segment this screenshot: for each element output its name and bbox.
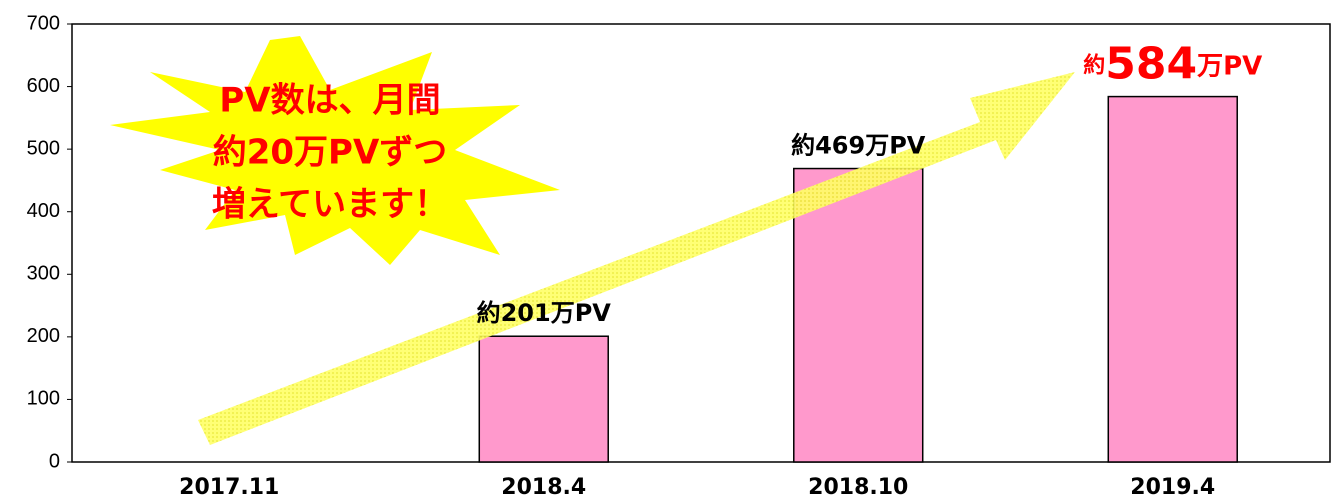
page: 0 100 200 300 400 500 600 700 2017.11 2018.4 約201万… — [0, 0, 1342, 501]
x-tick-label: 2018.10 — [808, 475, 908, 500]
chart: 0 100 200 300 400 500 600 700 2017.11 2018.4 約201万… — [0, 0, 1342, 501]
x-tick-label: 2019.4 — [1130, 475, 1215, 500]
value-label: 約201万PV — [477, 299, 612, 327]
annotation: 約20万PVずつ — [213, 133, 448, 173]
annotation: 増えています！ — [212, 185, 448, 225]
y-tick-label: 100 — [27, 388, 60, 410]
y-tick-label: 200 — [27, 325, 60, 347]
value-label: 約584万PV — [1083, 39, 1262, 90]
y-tick-label: 600 — [27, 75, 60, 97]
bar — [1108, 97, 1237, 462]
y-tick-label: 300 — [27, 263, 60, 285]
y-tick-label: 400 — [27, 200, 60, 222]
bar — [479, 336, 608, 462]
bar — [794, 169, 923, 462]
annotation: PV数は、月間 — [219, 81, 440, 121]
y-tick-label: 700 — [27, 12, 60, 34]
y-tick-label: 500 — [27, 137, 60, 159]
x-tick-label: 2017.11 — [179, 475, 279, 500]
y-tick-label: 0 — [49, 450, 60, 472]
x-tick-label: 2018.4 — [501, 475, 586, 500]
value-label: 約469万PV — [791, 132, 926, 160]
